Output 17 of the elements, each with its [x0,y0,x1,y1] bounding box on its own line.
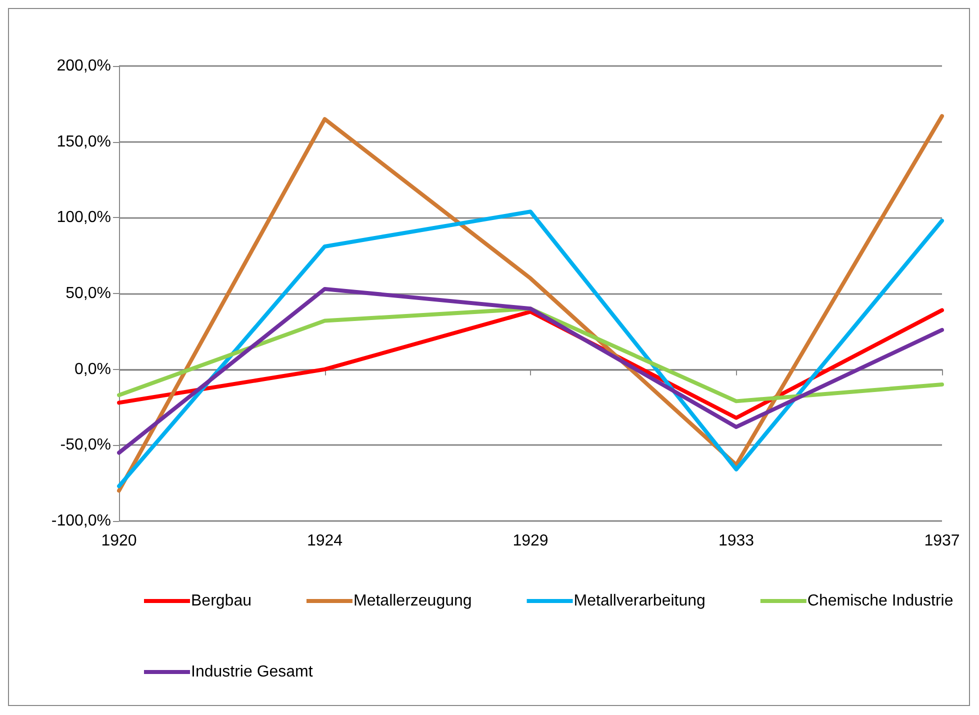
legend-label: Metallverarbeitung [574,592,706,610]
x-tick-label: 1924 [306,532,343,550]
x-tick-label: 1929 [512,532,548,550]
y-tick-label: 200,0% [56,58,111,74]
y-tick-label: -100,0% [51,512,111,530]
y-tick-label: -50,0% [60,436,111,454]
legend-label: Industrie Gesamt [191,664,314,680]
y-tick-label: 100,0% [56,209,111,226]
x-tick-label: 1937 [924,532,960,550]
legend-label: Bergbau [191,592,252,610]
y-tick-label: 150,0% [56,133,111,150]
y-tick-label: 0,0% [74,360,111,378]
legend-label: Chemische Industrie [807,592,954,610]
y-tick-label: 50,0% [66,285,111,302]
x-tick-label: 1933 [718,532,754,550]
legend-label: Metallerzeugung [353,592,472,610]
x-tick-label: 1920 [101,532,137,550]
